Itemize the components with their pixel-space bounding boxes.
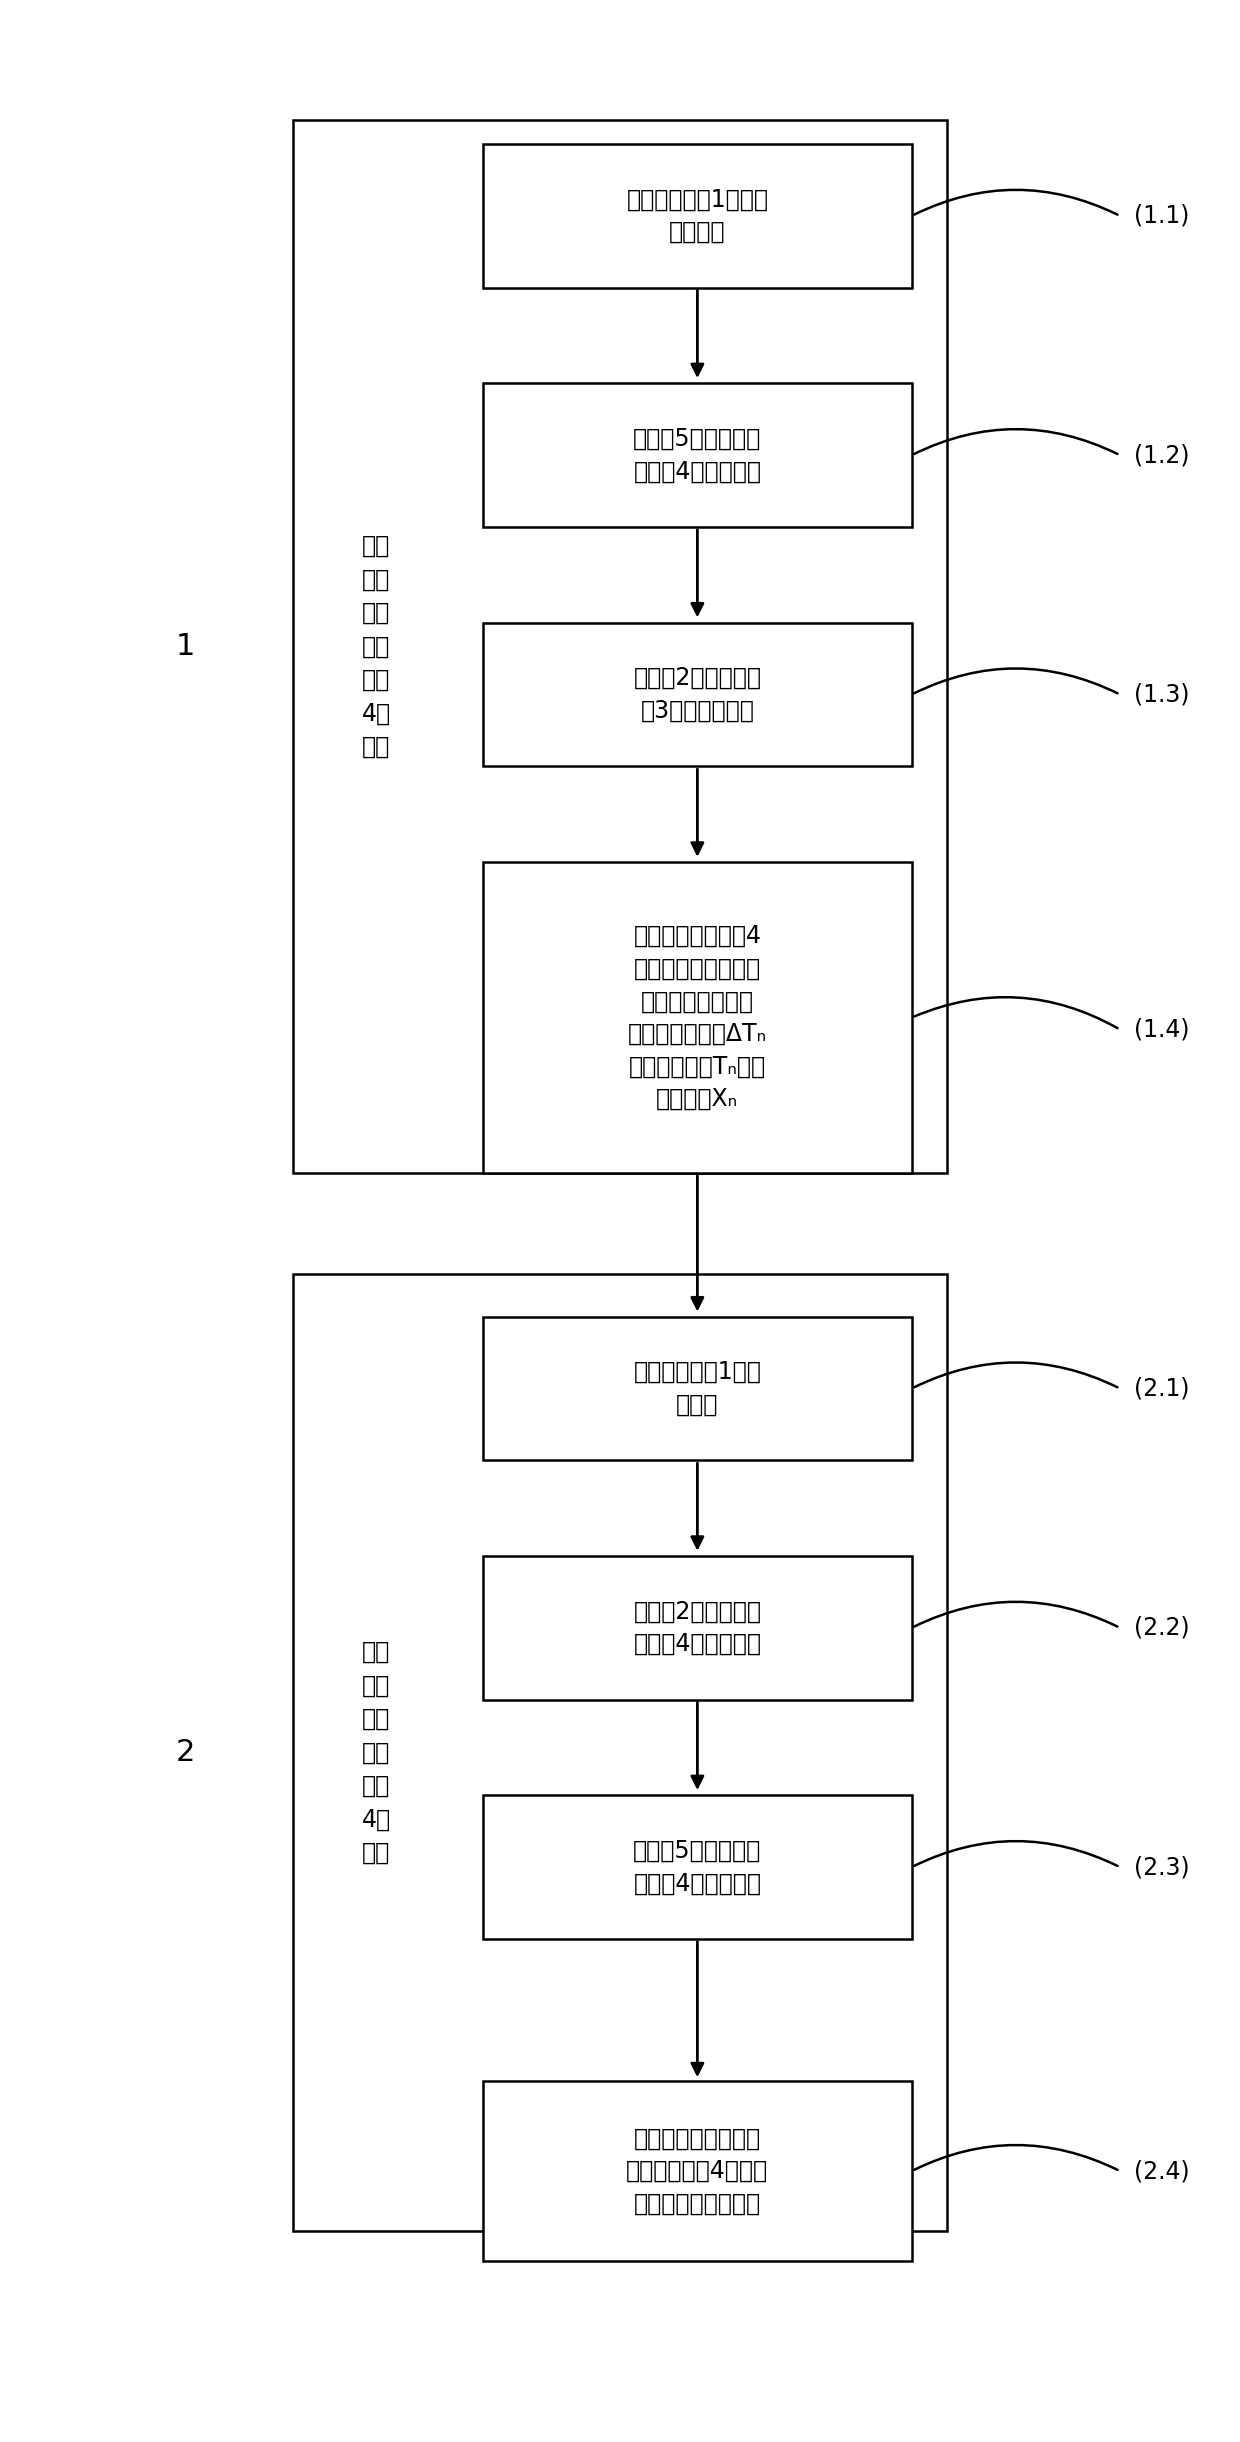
Bar: [484, 1316, 911, 1460]
Text: (2.4): (2.4): [1133, 2159, 1189, 2183]
Text: 判断无刷直流电机4
是否正常运转且转速
为正，从而测量其
电压切换时间差ΔTₙ
和旋转电周期Tₙ之间
的相位差Xₙ: 判断无刷直流电机4 是否正常运转且转速 为正，从而测量其 电压切换时间差ΔTₙ …: [627, 923, 766, 1111]
Text: (2.3): (2.3): [1133, 1856, 1189, 1880]
Text: 高压
细调
无刷
直流
电机
4的
零位: 高压 细调 无刷 直流 电机 4的 零位: [361, 1639, 391, 1866]
Bar: [484, 144, 911, 288]
Bar: [484, 862, 911, 1172]
Bar: [484, 1556, 911, 1700]
Text: (1.3): (1.3): [1133, 681, 1189, 706]
Text: 示波器5测量无刷直
流电机4的电压波形: 示波器5测量无刷直 流电机4的电压波形: [634, 1839, 761, 1895]
Bar: [484, 623, 911, 767]
Bar: [293, 1275, 947, 2232]
Text: (1.4): (1.4): [1133, 1018, 1189, 1043]
Text: (2.2): (2.2): [1133, 1617, 1189, 1641]
Text: 调整控制参数，确定
无刷直流电机4电流最
小值；完成零位测试: 调整控制参数，确定 无刷直流电机4电流最 小值；完成零位测试: [626, 2127, 769, 2215]
Bar: [484, 1795, 911, 1939]
Text: (1.2): (1.2): [1133, 442, 1189, 466]
Text: 低压
粗调
无刷
直流
电机
4的
零位: 低压 粗调 无刷 直流 电机 4的 零位: [361, 535, 391, 759]
Text: (1.1): (1.1): [1133, 203, 1189, 227]
Text: 示波器5测量无刷直
流电机4的电压波形: 示波器5测量无刷直 流电机4的电压波形: [634, 427, 761, 484]
Text: 上位机2向电机驱动
器3初始写入参数: 上位机2向电机驱动 器3初始写入参数: [634, 667, 761, 723]
Text: 设定功率电源1为额
定电压: 设定功率电源1为额 定电压: [634, 1360, 761, 1416]
Text: 上位机2监测无刷直
流电机4的运转状态: 上位机2监测无刷直 流电机4的运转状态: [634, 1600, 761, 1656]
Text: (2.1): (2.1): [1133, 1377, 1189, 1402]
Bar: [293, 120, 947, 1172]
Text: 设定功率电源1的电流
、电压值: 设定功率电源1的电流 、电压值: [626, 188, 769, 244]
Text: 1: 1: [176, 632, 195, 662]
Text: 2: 2: [176, 1739, 195, 1766]
Bar: [484, 2081, 911, 2261]
Bar: [484, 383, 911, 527]
